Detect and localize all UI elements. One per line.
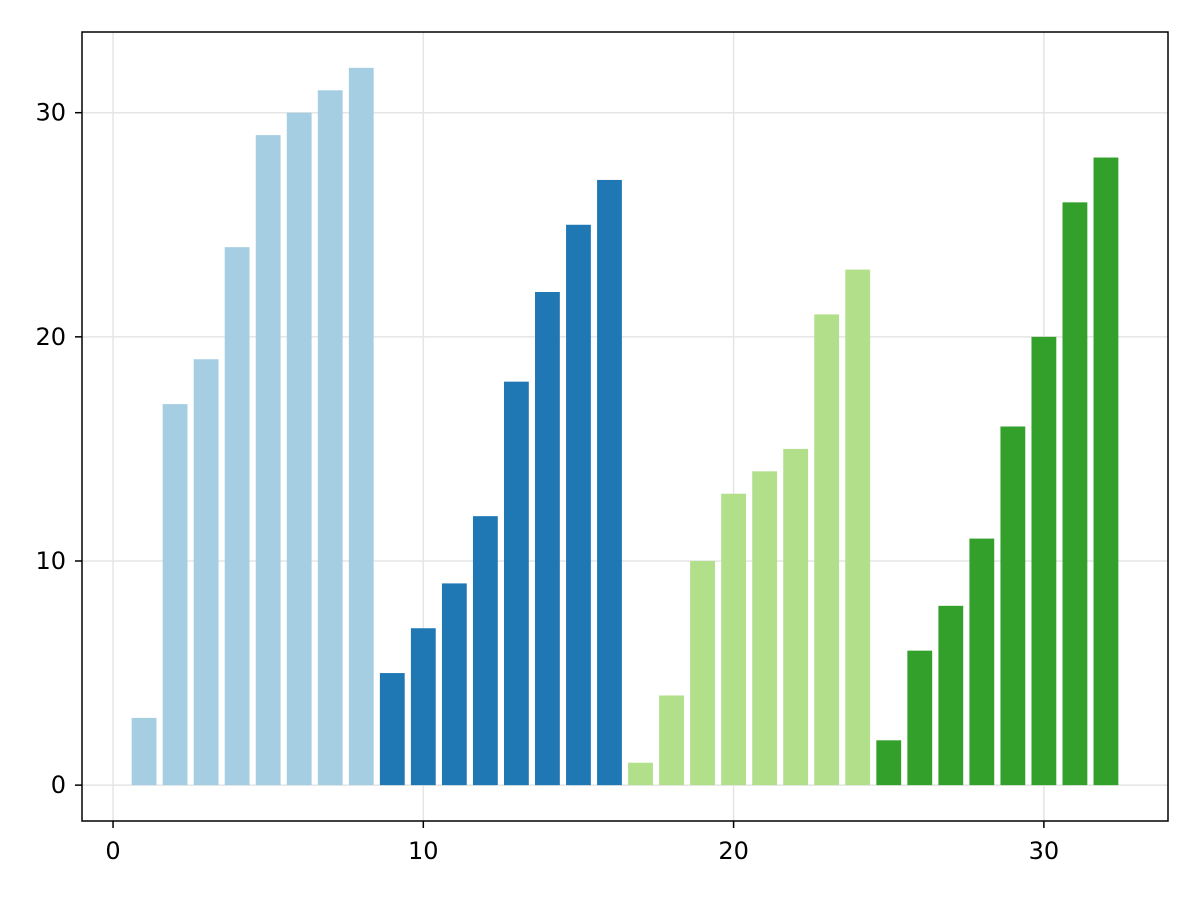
bar-32 xyxy=(1093,157,1119,786)
bar-21 xyxy=(752,471,778,786)
bar-4 xyxy=(224,247,250,786)
y-tick-label-2: 20 xyxy=(35,323,66,351)
y-tick-label-1: 10 xyxy=(35,547,66,575)
bar-7 xyxy=(317,90,343,786)
bar-10 xyxy=(410,628,436,786)
bar-18 xyxy=(659,695,684,786)
bar-19 xyxy=(690,560,715,786)
bar-5 xyxy=(255,135,281,786)
y-tick-label-0: 0 xyxy=(51,771,66,799)
bar-13 xyxy=(503,381,529,786)
bar-17 xyxy=(628,762,653,786)
bar-15 xyxy=(566,224,591,786)
bar-27 xyxy=(938,605,964,786)
bar-6 xyxy=(286,112,312,786)
bar-28 xyxy=(969,538,995,786)
axis-ticks xyxy=(75,111,1045,828)
bar-2 xyxy=(162,404,188,786)
bar-30 xyxy=(1031,336,1057,786)
plot-frame xyxy=(81,31,1169,822)
bar-29 xyxy=(1000,426,1026,786)
x-tick-label-2: 20 xyxy=(718,837,749,865)
bar-9 xyxy=(379,673,405,786)
bar-12 xyxy=(472,516,498,786)
x-tick-label-1: 10 xyxy=(408,837,439,865)
bar-14 xyxy=(535,292,560,786)
tick-labels: 0 10 20 30 0 10 20 30 xyxy=(35,99,1059,865)
bar-16 xyxy=(597,179,622,786)
x-tick-label-3: 30 xyxy=(1029,837,1060,865)
bar-3 xyxy=(193,359,219,786)
bars xyxy=(131,67,1119,786)
bar-31 xyxy=(1062,202,1088,786)
bar-22 xyxy=(783,448,809,786)
x-tick-label-0: 0 xyxy=(105,837,120,865)
bar-20 xyxy=(721,493,747,786)
bar-11 xyxy=(441,583,467,786)
y-tick-label-3: 30 xyxy=(35,99,66,127)
bar-25 xyxy=(876,740,902,786)
bar-8 xyxy=(348,67,374,786)
bar-23 xyxy=(814,314,840,786)
bar-24 xyxy=(845,269,871,786)
bar-1 xyxy=(131,717,157,786)
bar-26 xyxy=(907,650,933,786)
